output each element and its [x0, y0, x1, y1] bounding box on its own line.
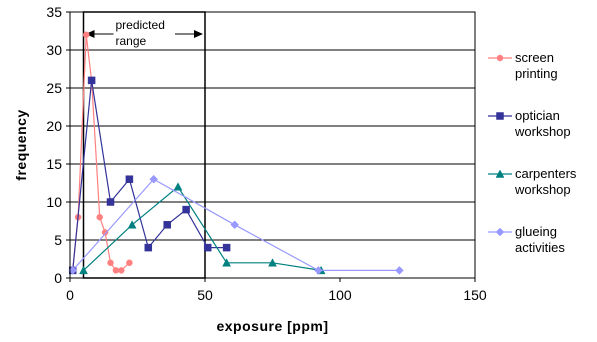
- series-line: [83, 185, 322, 271]
- legend-marker: [495, 169, 505, 178]
- data-point: [96, 213, 103, 221]
- y-axis-title: frequency: [13, 109, 29, 180]
- predicted-range-label: range: [116, 34, 147, 48]
- data-point: [79, 265, 88, 275]
- data-point: [144, 243, 153, 252]
- predicted-range-label: predicted: [116, 18, 165, 32]
- legend-label: workshop: [514, 124, 571, 139]
- series-carpenters-workshop: [79, 182, 326, 275]
- x-axis-title: exposure [ppm]: [216, 318, 328, 334]
- data-point: [173, 182, 183, 191]
- x-tick-label: 100: [328, 287, 352, 303]
- data-point: [314, 266, 323, 275]
- x-tick-label: 150: [463, 287, 487, 303]
- x-tick-label: 50: [197, 287, 213, 303]
- data-point: [203, 243, 212, 252]
- data-point: [395, 266, 404, 275]
- series-glueing-activities: [68, 174, 404, 275]
- range-arrowhead-right: [194, 30, 203, 38]
- data-point: [125, 175, 134, 183]
- data-point: [222, 258, 232, 267]
- data-point: [163, 221, 171, 229]
- data-point: [268, 258, 277, 267]
- legend-marker: [496, 112, 504, 120]
- data-point: [112, 267, 120, 274]
- axis-ticks: 0 5 10 15 20 25 30 35 0 50 100 150: [46, 4, 486, 303]
- legend-label: optician: [515, 108, 560, 123]
- legend-marker: [495, 227, 505, 237]
- range-arrowhead-left: [85, 30, 95, 38]
- data-point: [230, 220, 240, 230]
- y-tick-label: 5: [54, 232, 62, 248]
- plot-area: [69, 11, 476, 279]
- data-point: [107, 259, 114, 267]
- data-point: [106, 198, 115, 206]
- data-point: [182, 205, 190, 214]
- data-point: [101, 229, 109, 236]
- data-point: [82, 31, 90, 39]
- data-point: [126, 259, 133, 267]
- data-point: [127, 220, 137, 229]
- y-tick-label: 35: [46, 4, 62, 20]
- y-tick-label: 30: [46, 42, 62, 58]
- y-tick-label: 15: [46, 156, 62, 172]
- series-layer: [68, 31, 404, 275]
- legend-marker: [496, 54, 504, 62]
- x-tick-label: 0: [66, 287, 74, 303]
- series-line: [72, 80, 227, 271]
- y-tick-label: 0: [54, 270, 62, 286]
- series-screen-printing: [69, 31, 133, 274]
- y-tick-label: 10: [46, 194, 62, 210]
- series-optician-workshop: [68, 76, 231, 275]
- data-point: [149, 174, 159, 184]
- data-point: [222, 243, 231, 252]
- y-tick-label: 25: [46, 80, 62, 96]
- data-point: [118, 267, 125, 274]
- legend-label: workshop: [514, 182, 571, 197]
- y-tick-label: 20: [46, 118, 62, 134]
- legend-label: printing: [515, 66, 558, 81]
- legend-label: carpenters: [515, 166, 577, 181]
- legend-label: screen: [515, 50, 554, 65]
- legend-label: glueing: [515, 224, 557, 239]
- legend: screenprintingopticianworkshopcarpenters…: [488, 50, 577, 255]
- data-point: [87, 76, 96, 85]
- legend-label: activities: [515, 240, 565, 255]
